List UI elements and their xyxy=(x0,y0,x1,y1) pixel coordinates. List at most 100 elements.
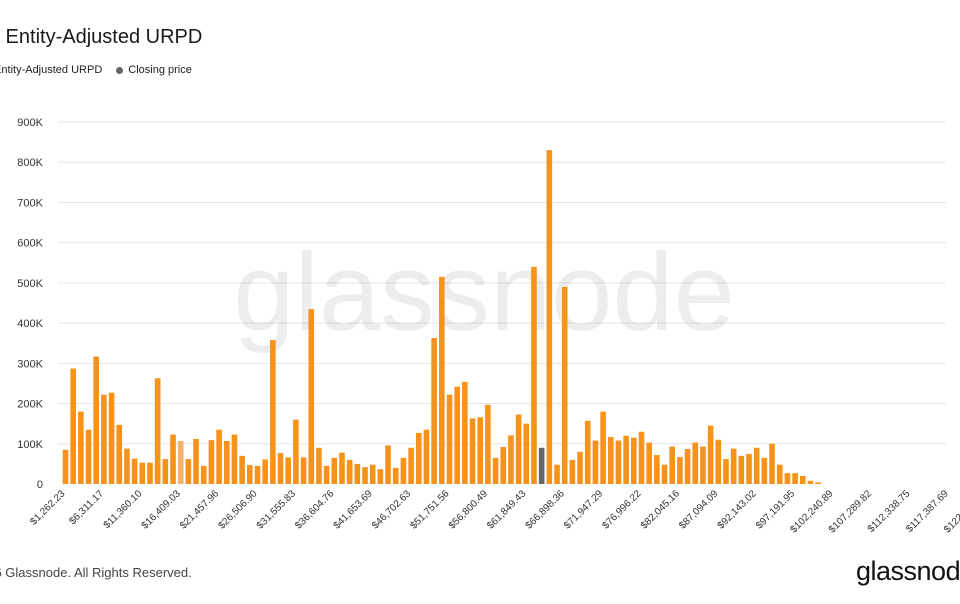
bar[interactable] xyxy=(193,438,199,484)
bar[interactable] xyxy=(78,411,84,484)
bar[interactable] xyxy=(715,439,722,484)
bar[interactable] xyxy=(369,464,376,484)
bar[interactable] xyxy=(354,463,361,484)
bar[interactable] xyxy=(446,394,453,484)
bar[interactable] xyxy=(546,150,553,484)
bar[interactable] xyxy=(753,447,760,484)
bar[interactable] xyxy=(723,459,729,484)
bar[interactable] xyxy=(277,453,284,484)
bar[interactable] xyxy=(508,435,514,484)
bar[interactable] xyxy=(392,467,399,484)
bar[interactable] xyxy=(477,417,484,484)
bar[interactable] xyxy=(631,437,637,484)
bar[interactable] xyxy=(270,340,276,484)
bar[interactable] xyxy=(523,423,530,484)
bar[interactable] xyxy=(638,431,645,484)
closing-price-bar[interactable] xyxy=(538,447,545,484)
bar[interactable] xyxy=(669,446,676,484)
bar[interactable] xyxy=(654,455,660,484)
bar[interactable] xyxy=(216,429,222,484)
bar[interactable] xyxy=(661,464,668,484)
bar[interactable] xyxy=(692,442,699,484)
bar[interactable] xyxy=(607,436,614,484)
legend-item-closing-price[interactable]: Closing price xyxy=(116,64,192,76)
bar[interactable] xyxy=(738,455,745,484)
bar[interactable] xyxy=(462,381,468,484)
bar[interactable] xyxy=(70,368,76,484)
bar[interactable] xyxy=(592,440,599,484)
bar[interactable] xyxy=(170,434,176,484)
bar[interactable] xyxy=(554,464,560,484)
bar[interactable] xyxy=(208,440,215,484)
bar[interactable] xyxy=(185,459,192,484)
bar[interactable] xyxy=(646,442,652,484)
bar[interactable] xyxy=(223,440,230,484)
bar[interactable] xyxy=(93,356,100,485)
bar[interactable] xyxy=(531,266,537,484)
bar[interactable] xyxy=(684,449,691,484)
bar[interactable] xyxy=(108,392,115,484)
bar[interactable] xyxy=(431,337,437,484)
bar[interactable] xyxy=(362,467,368,484)
bar[interactable] xyxy=(162,459,169,484)
bar[interactable] xyxy=(316,447,322,484)
bar[interactable] xyxy=(584,420,591,484)
bar[interactable] xyxy=(85,429,92,484)
bar[interactable] xyxy=(285,457,292,484)
bar[interactable] xyxy=(200,465,207,484)
bar[interactable] xyxy=(784,473,791,484)
bar[interactable] xyxy=(746,453,752,484)
bar[interactable] xyxy=(339,452,345,484)
bar[interactable] xyxy=(469,418,476,484)
bar[interactable] xyxy=(769,443,775,484)
bar[interactable] xyxy=(700,446,706,484)
bar[interactable] xyxy=(147,462,153,484)
bar[interactable] xyxy=(116,424,123,484)
bar[interactable] xyxy=(415,432,422,484)
bar[interactable] xyxy=(815,482,821,484)
bar[interactable] xyxy=(101,394,107,484)
bar[interactable] xyxy=(400,457,407,484)
bar[interactable] xyxy=(323,465,330,484)
bar[interactable] xyxy=(615,440,622,484)
bar[interactable] xyxy=(454,386,460,484)
bar[interactable] xyxy=(408,447,414,484)
bar[interactable] xyxy=(262,459,268,484)
bar[interactable] xyxy=(385,445,391,484)
bar[interactable] xyxy=(485,404,491,484)
bar[interactable] xyxy=(500,447,507,484)
bar[interactable] xyxy=(139,462,146,484)
bar[interactable] xyxy=(300,457,307,484)
bar[interactable] xyxy=(239,455,245,484)
bar[interactable] xyxy=(761,457,768,484)
bar[interactable] xyxy=(377,469,384,484)
bar[interactable] xyxy=(799,475,806,484)
legend-item-urpd[interactable]: C: Entity-Adjusted URPD xyxy=(0,64,102,76)
bar[interactable] xyxy=(346,459,353,484)
bar[interactable] xyxy=(247,465,253,484)
bar[interactable] xyxy=(231,434,238,484)
bar[interactable] xyxy=(807,480,814,484)
bar[interactable] xyxy=(131,458,138,484)
bar[interactable] xyxy=(515,414,522,484)
bar[interactable] xyxy=(561,286,568,484)
bar[interactable] xyxy=(154,378,161,484)
bar[interactable] xyxy=(677,457,683,484)
bar[interactable] xyxy=(308,309,315,484)
bar[interactable] xyxy=(707,425,714,484)
bar[interactable] xyxy=(177,440,184,484)
bar[interactable] xyxy=(254,465,261,484)
bar[interactable] xyxy=(439,276,445,484)
bar[interactable] xyxy=(569,459,576,484)
bar[interactable] xyxy=(492,457,499,484)
bar[interactable] xyxy=(331,457,338,484)
bar[interactable] xyxy=(600,411,606,484)
bar[interactable] xyxy=(792,473,798,484)
bar[interactable] xyxy=(623,435,629,484)
bar[interactable] xyxy=(62,449,69,484)
bar[interactable] xyxy=(423,429,430,484)
bar[interactable] xyxy=(124,448,130,484)
bar[interactable] xyxy=(293,419,299,484)
bar[interactable] xyxy=(577,451,583,484)
bar[interactable] xyxy=(776,464,783,484)
